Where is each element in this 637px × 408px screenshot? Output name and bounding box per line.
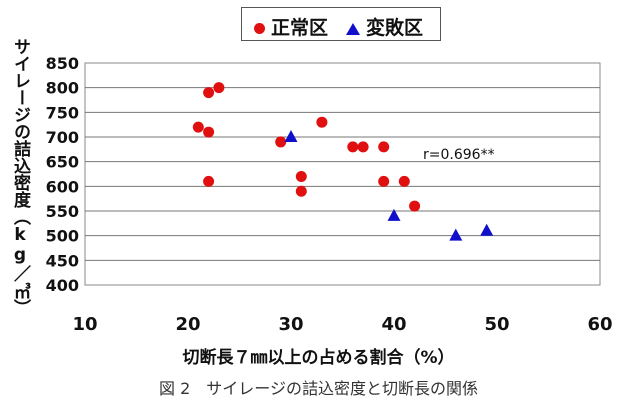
data-point-normal (295, 185, 307, 197)
y-axis-label: サイレージの詰込密度（kg／㎥） (10, 38, 30, 316)
data-point-spoiled (387, 208, 401, 221)
legend-label-normal: 正常区 (271, 17, 329, 39)
legend: 正常区 変敗区 (241, 7, 441, 41)
data-point-normal (295, 170, 307, 182)
correlation-annotation: r=0.696** (423, 147, 495, 163)
data-point-normal (203, 126, 215, 138)
x-axis-label: 切断長７㎜以上の占める割合（%） (182, 348, 455, 368)
y-tick-label: 600 (46, 177, 79, 196)
x-tick-label: 60 (587, 314, 612, 335)
y-tick-label: 500 (46, 227, 79, 246)
data-point-normal (316, 116, 328, 128)
data-point-normal (357, 141, 369, 153)
plot-area (84, 62, 601, 286)
data-point-normal (398, 175, 410, 187)
y-tick-label: 450 (46, 251, 79, 270)
legend-item-spoiled: 変敗区 (346, 13, 423, 40)
data-point-normal (347, 141, 359, 153)
x-tick-label: 40 (381, 314, 406, 335)
legend-label-spoiled: 変敗区 (366, 17, 424, 39)
legend-item-normal: 正常区 (254, 13, 328, 40)
data-points (192, 82, 494, 241)
data-point-normal (203, 87, 215, 99)
data-point-normal (192, 121, 204, 133)
y-tick-labels: 400 450 500 550 600 650 700 750 800 850 (46, 54, 79, 295)
y-tick-label: 650 (46, 153, 79, 172)
data-point-spoiled (284, 130, 298, 142)
gridlines (85, 87, 600, 261)
data-point-spoiled (449, 228, 463, 241)
figure-caption: 図 2 サイレージの詰込密度と切断長の関係 (159, 379, 478, 398)
x-tick-label: 50 (484, 314, 509, 335)
circle-marker-icon (254, 23, 265, 34)
x-tick-labels: 10 20 30 40 50 60 (72, 314, 612, 335)
data-point-spoiled (480, 223, 494, 236)
data-point-normal (409, 200, 421, 212)
y-tick-label: 400 (46, 276, 79, 295)
x-tick-label: 30 (278, 314, 303, 335)
data-point-normal (378, 175, 390, 187)
data-point-normal (378, 141, 390, 153)
x-tick-label: 10 (72, 314, 97, 335)
y-tick-label: 850 (46, 54, 79, 73)
x-tick-label: 20 (175, 314, 200, 335)
data-point-normal (275, 136, 287, 148)
data-point-normal (213, 82, 225, 94)
y-tick-label: 750 (46, 103, 79, 122)
triangle-marker-icon (346, 22, 360, 35)
data-point-normal (203, 175, 215, 187)
y-tick-label: 800 (46, 79, 79, 98)
y-tick-label: 550 (46, 202, 79, 221)
y-tick-label: 700 (46, 128, 79, 147)
